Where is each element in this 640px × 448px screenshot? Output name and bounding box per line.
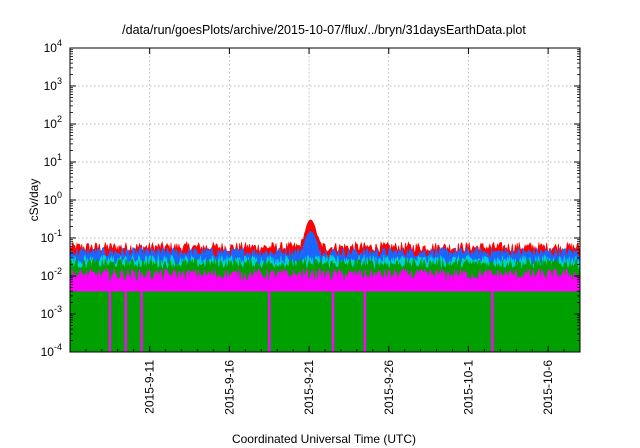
y-tick-label: 100 [44,190,62,207]
plot-frame [69,47,581,353]
y-tick-exponent: 3 [57,76,62,86]
series-dropout [331,291,335,352]
series-dropout [363,291,367,352]
series-dropout [491,291,494,352]
series-dropout [268,291,271,352]
x-tick-label: 2015-10-6 [541,360,555,415]
series-dropout [108,291,112,352]
y-tick-exponent: -2 [54,266,62,276]
series-dropout [140,291,143,352]
y-tick-exponent: 4 [57,38,62,48]
series-dropout [124,291,127,352]
y-tick-label: 103 [44,76,62,93]
y-tick-exponent: -3 [54,304,62,314]
y-tick-exponent: 1 [57,152,62,162]
y-tick-exponent: -4 [54,342,62,352]
series-area-4 [69,267,581,292]
y-tick-label: 102 [44,114,62,131]
y-tick-label: 10-1 [41,228,62,245]
y-tick-label: 10-3 [41,304,62,321]
y-tick-label: 10-2 [41,266,62,283]
x-tick-label: 2015-10-1 [461,360,475,415]
x-axis-label: Coordinated Universal Time (UTC) [232,432,416,446]
y-axis-label: cSv/day [27,179,41,222]
chart-title: /data/run/goesPlots/archive/2015-10-07/f… [122,23,526,37]
y-tick-exponent: 0 [57,190,62,200]
x-tick-label: 2015-9-11 [143,360,157,414]
y-tick-exponent: 2 [57,114,62,124]
x-tick-label: 2015-9-21 [302,360,316,415]
y-tick-label: 101 [44,152,62,169]
y-tick-label: 10-4 [41,342,62,359]
series-area [69,219,581,353]
x-tick-label: 2015-9-26 [382,360,396,415]
y-tick-label: 104 [44,38,62,55]
x-tick-label: 2015-9-16 [222,360,236,415]
y-tick-exponent: -1 [54,228,62,238]
